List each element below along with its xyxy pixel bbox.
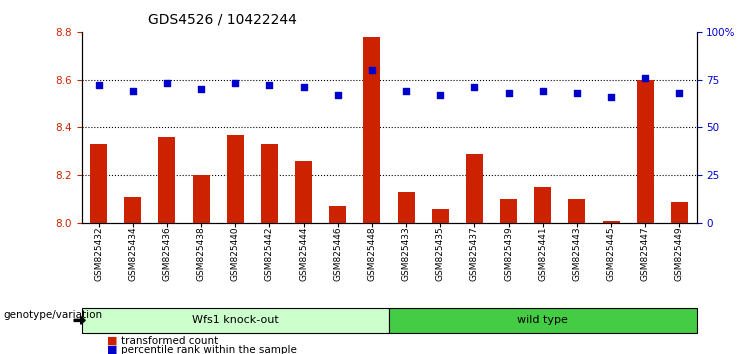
Text: ■: ■ [107, 336, 118, 346]
Point [366, 67, 378, 73]
Text: GSM825442: GSM825442 [265, 227, 274, 281]
Text: GSM825444: GSM825444 [299, 227, 308, 281]
Text: percentile rank within the sample: percentile rank within the sample [121, 345, 296, 354]
Text: GSM825440: GSM825440 [230, 227, 240, 281]
Bar [671, 201, 688, 223]
Text: GSM825448: GSM825448 [368, 227, 376, 281]
Point [400, 88, 412, 94]
Bar [500, 199, 517, 223]
Text: GSM825449: GSM825449 [675, 227, 684, 281]
Point [502, 90, 514, 96]
Text: Wfs1 knock-out: Wfs1 knock-out [192, 315, 279, 325]
Bar [568, 199, 585, 223]
Bar [295, 161, 312, 223]
Bar [637, 80, 654, 223]
Text: GSM825443: GSM825443 [573, 227, 582, 281]
Bar [261, 144, 278, 223]
Text: GSM825432: GSM825432 [94, 227, 103, 281]
Bar [398, 192, 415, 223]
Point [161, 81, 173, 86]
Point [93, 82, 104, 88]
Point [571, 90, 583, 96]
Bar [90, 144, 107, 223]
Bar [159, 137, 176, 223]
Text: GSM825435: GSM825435 [436, 227, 445, 281]
Bar [363, 37, 380, 223]
Point [536, 88, 548, 94]
Point [434, 92, 446, 98]
Bar [193, 175, 210, 223]
Point [332, 92, 344, 98]
Text: GSM825447: GSM825447 [641, 227, 650, 281]
Point [229, 81, 241, 86]
Text: GSM825445: GSM825445 [607, 227, 616, 281]
Text: GSM825438: GSM825438 [196, 227, 205, 281]
Point [264, 82, 276, 88]
Bar [227, 135, 244, 223]
Point [127, 88, 139, 94]
Text: GSM825446: GSM825446 [333, 227, 342, 281]
Text: wild type: wild type [517, 315, 568, 325]
Text: GSM825437: GSM825437 [470, 227, 479, 281]
Text: GSM825433: GSM825433 [402, 227, 411, 281]
Bar [124, 197, 142, 223]
Text: GSM825436: GSM825436 [162, 227, 171, 281]
Bar [602, 221, 619, 223]
Bar [534, 187, 551, 223]
Point [298, 85, 310, 90]
Bar [432, 209, 449, 223]
Bar [466, 154, 483, 223]
Point [468, 85, 480, 90]
Text: GSM825439: GSM825439 [504, 227, 513, 281]
Point [674, 90, 685, 96]
Point [605, 94, 617, 100]
Text: GDS4526 / 10422244: GDS4526 / 10422244 [148, 12, 297, 27]
Text: transformed count: transformed count [121, 336, 218, 346]
Bar [329, 206, 346, 223]
Text: ■: ■ [107, 345, 118, 354]
Text: GSM825434: GSM825434 [128, 227, 137, 281]
Point [639, 75, 651, 81]
Text: GSM825441: GSM825441 [538, 227, 548, 281]
Point [195, 86, 207, 92]
Text: genotype/variation: genotype/variation [4, 310, 103, 320]
